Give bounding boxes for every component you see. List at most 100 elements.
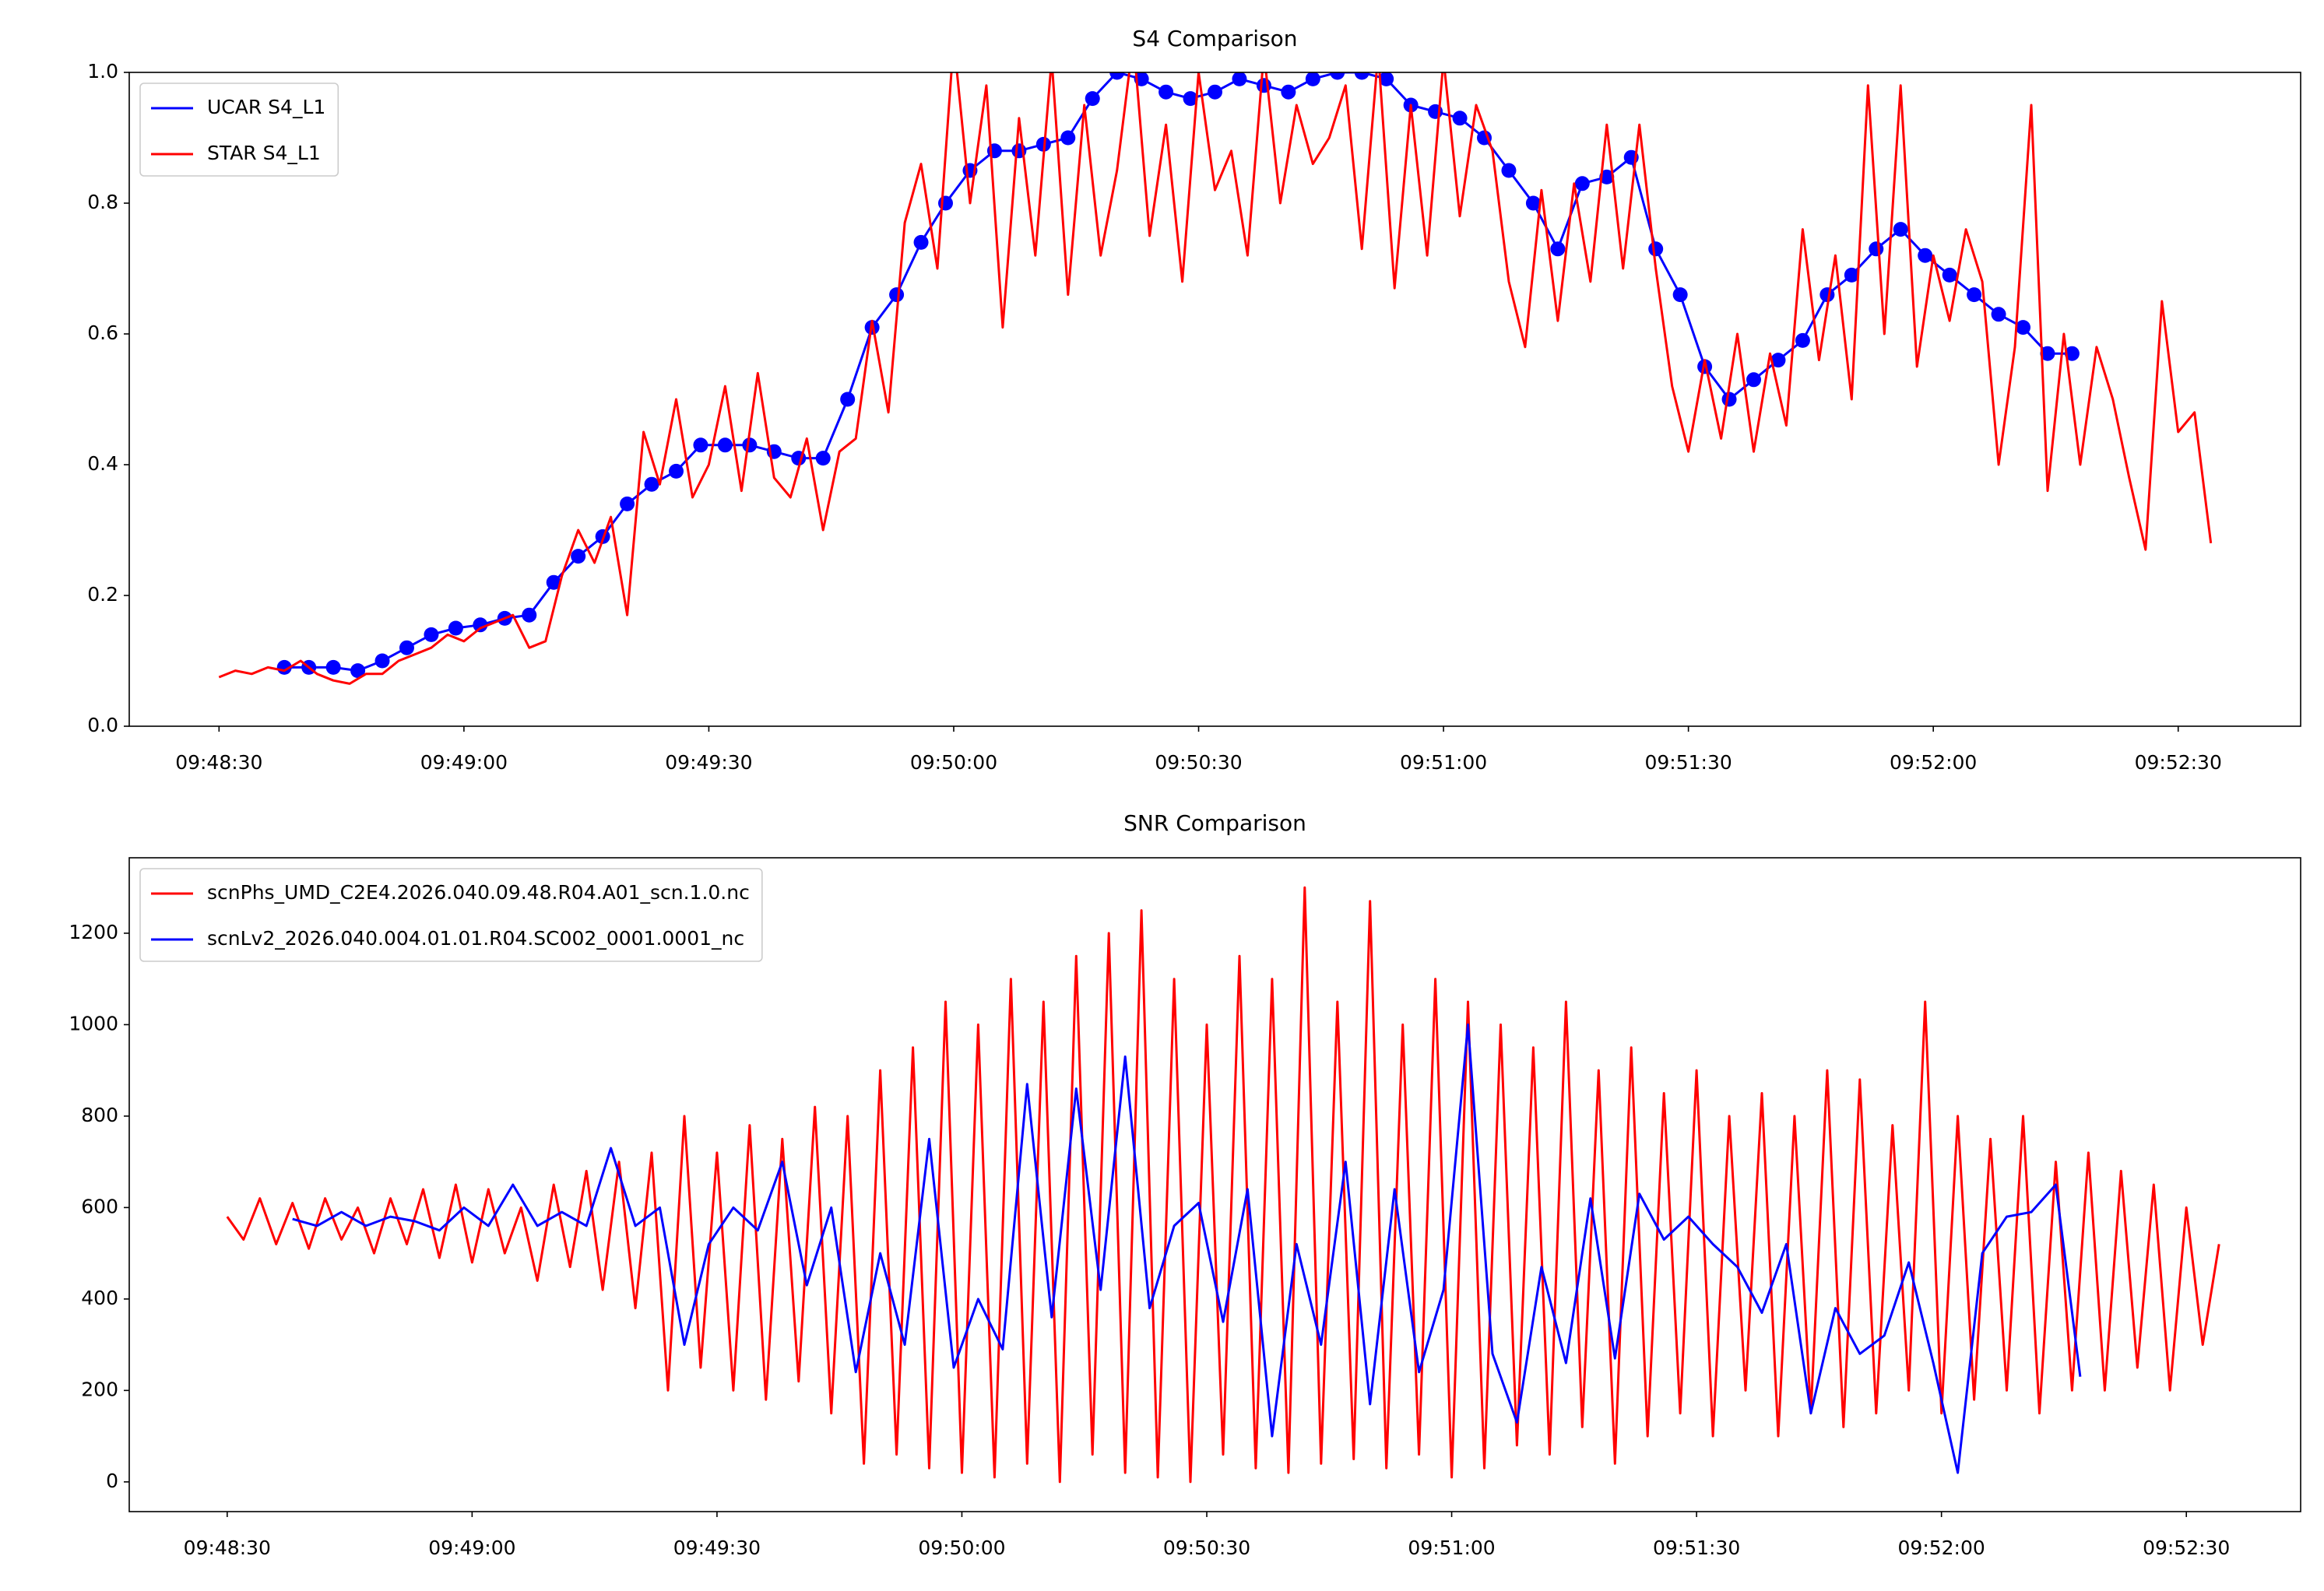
x-tick-label: 09:48:30 [175, 751, 262, 774]
series-marker [1893, 222, 1908, 237]
legend: scnPhs_UMD_C2E4.2026.040.09.48.R04.A01_s… [139, 868, 763, 962]
y-tick-label: 400 [81, 1287, 118, 1309]
series-marker [448, 620, 463, 636]
x-tick-label: 09:48:30 [184, 1537, 271, 1559]
series-marker [1648, 241, 1664, 257]
series-marker [1305, 72, 1320, 86]
x-tick-label: 09:49:30 [673, 1537, 761, 1559]
series-marker [1281, 84, 1296, 100]
series-marker [2040, 346, 2055, 361]
series-marker [1672, 287, 1688, 303]
legend-label: UCAR S4_L1 [207, 96, 325, 118]
series-marker [815, 451, 831, 466]
chart-title: S4 Comparison [1132, 26, 1297, 51]
x-tick-label: 09:52:30 [2143, 1537, 2230, 1559]
series-marker [693, 437, 708, 453]
series-marker [424, 627, 439, 642]
y-tick-label: 0.2 [87, 583, 118, 606]
series-marker [1060, 130, 1076, 146]
y-tick-label: 0.8 [87, 191, 118, 213]
y-tick-label: 0 [106, 1470, 118, 1492]
legend-frame [139, 83, 339, 177]
series-marker [1746, 372, 1762, 388]
y-tick-label: 1.0 [87, 60, 118, 83]
series-marker [399, 640, 414, 655]
series-marker [2016, 320, 2031, 335]
series-marker [1819, 287, 1835, 303]
x-tick-label: 09:50:30 [1163, 1537, 1250, 1559]
plot-area [218, 72, 2213, 685]
x-tick-label: 09:52:00 [1898, 1537, 1985, 1559]
series-marker [1942, 267, 1957, 283]
series-marker [717, 437, 733, 453]
series-marker [571, 549, 586, 564]
series-marker [374, 653, 390, 669]
y-tick-label: 0.4 [87, 452, 118, 475]
series-line [292, 1023, 2082, 1474]
series-marker [1501, 163, 1517, 178]
y-tick-label: 0.6 [87, 321, 118, 344]
series-marker [1795, 332, 1810, 348]
series-marker [840, 392, 856, 407]
x-tick-label: 09:51:30 [1653, 1537, 1740, 1559]
y-tick-label: 600 [81, 1195, 118, 1217]
legend-label: scnPhs_UMD_C2E4.2026.040.09.48.R04.A01_s… [207, 881, 750, 904]
series-marker [1574, 176, 1590, 191]
series-marker [473, 617, 488, 633]
x-tick-label: 09:50:30 [1155, 751, 1242, 774]
series-marker [620, 496, 635, 511]
x-tick-label: 09:49:00 [420, 751, 508, 774]
legend-label: scnLv2_2026.040.004.01.01.R04.SC002_0001… [207, 927, 744, 950]
series-marker [1721, 392, 1737, 407]
series-marker [1599, 169, 1615, 184]
series-line [226, 886, 2220, 1484]
series-marker [1525, 195, 1541, 211]
series-marker [1550, 241, 1566, 257]
series-marker [1770, 353, 1786, 368]
series-marker [2064, 346, 2080, 361]
series-line [218, 72, 2213, 685]
series-marker [889, 287, 905, 303]
x-tick-label: 09:50:00 [910, 751, 997, 774]
plot-area [226, 886, 2220, 1484]
legend: UCAR S4_L1 STAR S4_L1 [139, 83, 339, 177]
series-marker [1967, 287, 1982, 303]
series-marker [1085, 91, 1100, 107]
series-marker [1158, 84, 1174, 100]
y-tick-label: 800 [81, 1104, 118, 1126]
series-marker [913, 234, 929, 250]
series-marker [1379, 72, 1394, 86]
series-marker [522, 607, 537, 623]
x-tick-label: 09:51:30 [1644, 751, 1732, 774]
series-marker [1330, 72, 1345, 80]
series-marker [1991, 307, 2006, 322]
series-marker [1844, 267, 1859, 283]
x-tick-label: 09:52:30 [2135, 751, 2222, 774]
y-tick-label: 1000 [69, 1012, 118, 1034]
chart-title: SNR Comparison [1123, 810, 1306, 836]
series-marker [742, 437, 758, 453]
series-marker [350, 663, 366, 679]
y-tick-label: 1200 [69, 921, 118, 943]
series-marker [1918, 248, 1933, 263]
series-marker [668, 463, 684, 479]
x-tick-label: 09:51:00 [1408, 1537, 1495, 1559]
legend-label: STAR S4_L1 [207, 142, 321, 164]
x-tick-label: 09:50:00 [918, 1537, 1005, 1559]
series-marker [1232, 72, 1247, 86]
axes-frame [128, 72, 2301, 727]
series-marker [1109, 72, 1125, 80]
x-tick-label: 09:51:00 [1400, 751, 1487, 774]
series-marker [1452, 111, 1468, 126]
x-tick-label: 09:49:30 [665, 751, 752, 774]
legend-frame [139, 868, 763, 962]
series-marker [937, 195, 953, 211]
series-marker [1354, 72, 1369, 80]
y-tick-label: 0.0 [87, 714, 118, 736]
series-marker [325, 659, 341, 675]
x-tick-label: 09:52:00 [1890, 751, 1977, 774]
x-tick-label: 09:49:00 [428, 1537, 515, 1559]
series-marker [1183, 91, 1198, 107]
series-marker [1869, 241, 1884, 257]
